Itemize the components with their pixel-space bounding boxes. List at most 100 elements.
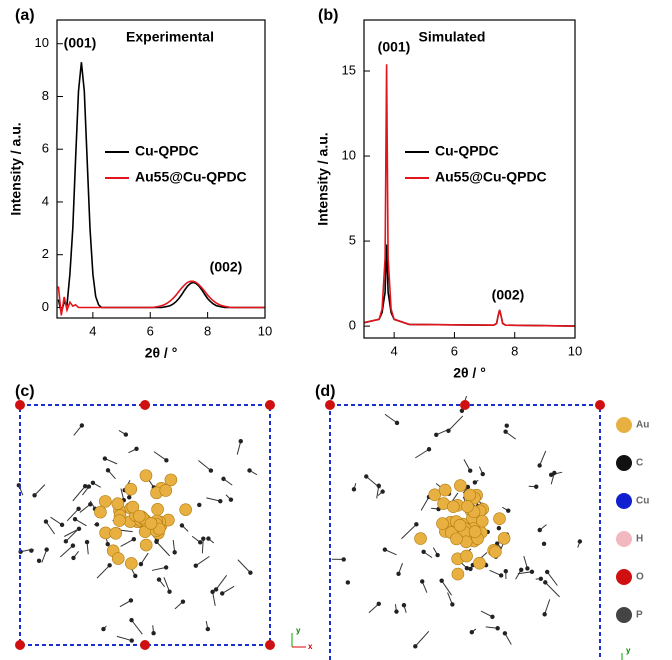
atom-legend-swatch (616, 493, 632, 509)
carbon-atom (206, 536, 211, 541)
linker (131, 619, 143, 635)
linker (237, 559, 251, 574)
carbon-atom (134, 446, 139, 452)
carbon-atom (123, 432, 129, 437)
y-tick-label: 10 (35, 35, 49, 50)
y-tick-label: 15 (342, 62, 356, 77)
carbon-atom (495, 626, 500, 631)
carbon-atom (577, 539, 583, 544)
x-tick-label: 6 (451, 343, 458, 358)
carbon-atom (382, 547, 388, 552)
data-line (57, 62, 265, 313)
linker (140, 552, 149, 565)
linker (201, 538, 204, 554)
carbon-atom (205, 626, 211, 632)
carbon-atom (127, 495, 132, 500)
linker (198, 460, 212, 471)
carbon-atom (71, 555, 76, 561)
legend-label: Cu-QPDC (435, 143, 499, 159)
chart-title: Simulated (419, 29, 486, 45)
linker (65, 529, 79, 542)
oxygen-atom (265, 400, 275, 410)
x-axis-label: 2θ / ° (453, 365, 486, 381)
axis-y-label: y (296, 626, 301, 635)
carbon-atom (537, 527, 542, 533)
panel-label: (c) (15, 383, 35, 400)
carbon-atom (70, 543, 76, 548)
carbon-atom (180, 599, 186, 604)
linker (544, 582, 560, 598)
linker (221, 585, 235, 594)
carbon-atom (76, 506, 81, 512)
carbon-atom (90, 480, 96, 485)
carbon-atom (128, 598, 134, 603)
oxygen-atom (325, 400, 335, 410)
linker (546, 571, 558, 586)
carbon-atom (542, 612, 547, 617)
gold-atom (468, 525, 482, 538)
carbon-atom (541, 541, 547, 547)
linker (517, 571, 533, 575)
gold-atom (126, 500, 140, 514)
carbon-atom (468, 566, 473, 572)
carbon-atom (102, 456, 108, 461)
linker (156, 541, 171, 557)
carbon-atom (221, 476, 226, 482)
carbon-atom (394, 609, 399, 614)
carbon-atom (172, 550, 177, 555)
linker (45, 521, 55, 535)
carbon-atom (519, 567, 524, 572)
carbon-atom (213, 587, 219, 592)
y-axis-label: Intensity / a.u. (315, 132, 331, 225)
atom-legend-swatch (616, 569, 632, 585)
panel-label: (b) (318, 7, 338, 24)
gold-atom (124, 482, 138, 496)
oxygen-atom (15, 640, 25, 650)
carbon-atom (465, 484, 471, 490)
carbon-atom (101, 626, 106, 632)
carbon-atom (421, 549, 426, 555)
carbon-atom (201, 536, 206, 541)
carbon-atom (167, 589, 172, 594)
carbon-atom (502, 631, 508, 636)
carbon-atom (59, 522, 65, 528)
gold-atom (151, 502, 164, 516)
carbon-atom (525, 566, 530, 571)
gold-atom (489, 545, 502, 559)
carbon-atom (164, 458, 169, 463)
oxygen-atom (15, 400, 25, 410)
linker (206, 497, 221, 502)
carbon-atom (469, 629, 475, 635)
y-tick-label: 4 (42, 193, 49, 208)
carbon-atom (129, 638, 134, 643)
annotation: (001) (378, 39, 411, 55)
linker (544, 599, 551, 615)
legend-label: Cu-QPDC (135, 143, 199, 159)
oxygen-atom (265, 640, 275, 650)
gold-atom (463, 488, 477, 502)
carbon-atom (380, 489, 385, 494)
carbon-atom (446, 428, 451, 433)
linker (401, 523, 417, 540)
carbon-atom (79, 423, 85, 428)
data-line (57, 280, 265, 316)
annotation: (002) (492, 287, 525, 303)
linker (41, 549, 48, 563)
carbon-atom (129, 617, 134, 623)
y-tick-label: 0 (42, 299, 49, 314)
carbon-atom (228, 497, 234, 502)
carbon-atom (105, 468, 111, 473)
carbon-atom (84, 539, 90, 545)
carbon-atom (198, 540, 203, 545)
carbon-atom (544, 569, 550, 575)
carbon-atom (420, 579, 425, 584)
linker (195, 555, 210, 567)
gold-atom (453, 519, 467, 532)
gold-atom (436, 517, 449, 530)
oxygen-atom (460, 400, 470, 410)
carbon-atom (133, 573, 138, 579)
carbon-atom (472, 480, 478, 485)
linker (74, 518, 87, 527)
gold-atom (144, 517, 158, 530)
legend-label: Au55@Cu-QPDC (135, 169, 247, 185)
